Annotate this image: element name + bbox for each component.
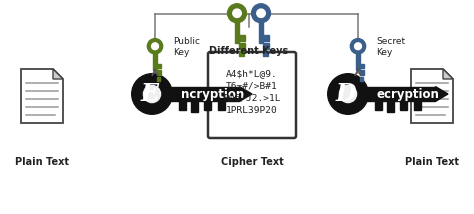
Text: ncryption: ncryption <box>181 88 244 101</box>
Bar <box>360 77 363 81</box>
Bar <box>153 46 157 70</box>
Bar <box>264 43 269 49</box>
Polygon shape <box>443 69 453 79</box>
Text: E: E <box>141 82 159 106</box>
Circle shape <box>252 4 271 23</box>
Bar <box>157 64 161 68</box>
Bar <box>179 101 186 110</box>
Circle shape <box>328 74 368 114</box>
Text: Different Keys: Different Keys <box>210 46 289 56</box>
Bar <box>360 70 364 75</box>
Circle shape <box>339 85 356 103</box>
Bar <box>191 101 198 112</box>
Circle shape <box>237 11 241 15</box>
Circle shape <box>358 45 361 48</box>
Circle shape <box>132 74 172 114</box>
Circle shape <box>144 85 161 103</box>
Bar <box>387 101 394 112</box>
Bar <box>239 43 245 49</box>
Polygon shape <box>53 69 63 79</box>
Bar <box>218 101 225 110</box>
Polygon shape <box>436 87 448 101</box>
Circle shape <box>233 9 241 18</box>
Bar <box>204 101 211 110</box>
Text: ecryption: ecryption <box>377 88 440 101</box>
Text: Plain Text: Plain Text <box>405 157 459 167</box>
Text: Plain Text: Plain Text <box>15 157 69 167</box>
Circle shape <box>155 45 158 48</box>
Bar <box>169 87 239 101</box>
Circle shape <box>355 43 361 50</box>
Text: Cipher Text: Cipher Text <box>220 157 283 167</box>
Bar <box>157 77 160 81</box>
Bar <box>365 87 436 101</box>
Polygon shape <box>21 69 63 123</box>
Bar <box>239 51 244 56</box>
Bar <box>356 46 360 70</box>
Circle shape <box>147 39 163 54</box>
Circle shape <box>350 39 365 54</box>
Bar <box>264 51 267 56</box>
FancyBboxPatch shape <box>208 52 296 138</box>
Bar <box>374 101 382 110</box>
Polygon shape <box>411 69 453 123</box>
Bar <box>259 13 264 43</box>
Bar <box>157 70 161 75</box>
Circle shape <box>261 11 265 15</box>
Circle shape <box>257 9 265 18</box>
Circle shape <box>152 43 158 50</box>
Text: Secret
Key: Secret Key <box>376 37 405 57</box>
Text: D: D <box>336 82 356 106</box>
Text: Public
Key: Public Key <box>173 37 200 57</box>
Bar <box>235 13 239 43</box>
Circle shape <box>228 4 246 23</box>
Bar <box>401 101 407 110</box>
Bar <box>239 35 245 40</box>
Text: A4$h*L@9.
T6=#/>B#1
R06/J2.>1L
1PRL39P20: A4$h*L@9. T6=#/>B#1 R06/J2.>1L 1PRL39P20 <box>223 69 281 115</box>
Bar <box>414 101 420 110</box>
Polygon shape <box>239 87 252 101</box>
Bar <box>264 35 269 40</box>
Bar <box>360 64 364 68</box>
